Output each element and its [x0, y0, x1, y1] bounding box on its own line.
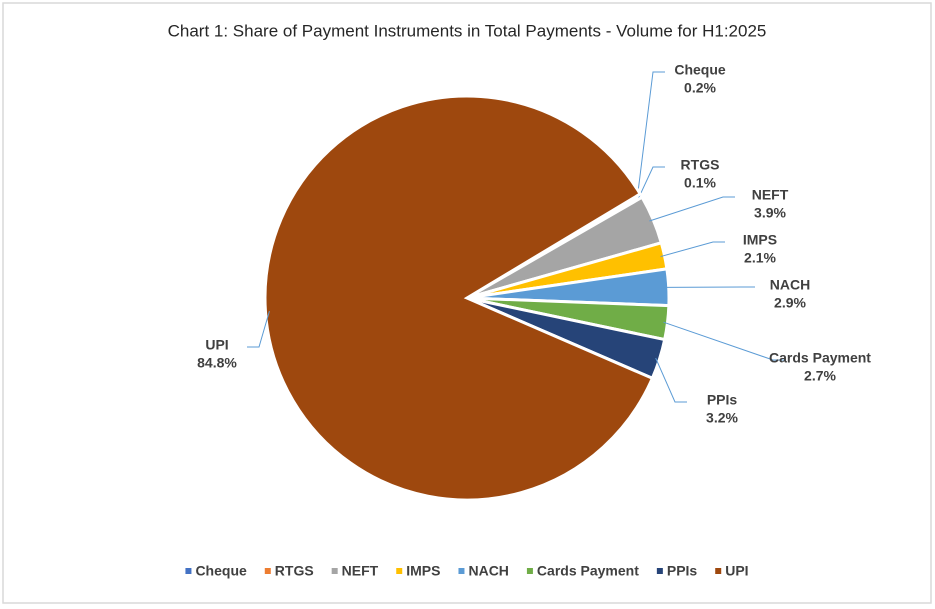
pie-slice: [263, 94, 655, 502]
legend-label: UPI: [725, 563, 748, 579]
legend-label: RTGS: [275, 563, 314, 579]
legend-marker: [458, 568, 465, 574]
legend-marker: [526, 568, 533, 574]
data-label-value: 3.2%: [706, 410, 738, 426]
legend-label: PPIs: [667, 563, 698, 579]
data-label-name: RTGS: [681, 157, 720, 173]
data-label-name: NACH: [770, 277, 810, 293]
legend-label: NACH: [468, 563, 508, 579]
legend-label: NEFT: [342, 563, 379, 579]
data-label-name: Cheque: [674, 62, 726, 78]
data-label-name: Cards Payment: [769, 350, 871, 366]
leader-line: [655, 357, 687, 403]
leader-line: [660, 241, 725, 258]
leader-line: [663, 321, 785, 361]
data-label-value: 3.9%: [754, 205, 786, 221]
legend-marker: [396, 568, 403, 574]
data-label-value: 2.1%: [744, 250, 776, 266]
data-label-value: 2.7%: [804, 368, 836, 384]
chart-title: Chart 1: Share of Payment Instruments in…: [168, 21, 767, 40]
legend-marker: [185, 568, 192, 574]
leader-line: [247, 310, 270, 348]
data-label-name: NEFT: [752, 187, 789, 203]
data-label-name: UPI: [205, 337, 228, 353]
legend-label: IMPS: [406, 563, 440, 579]
data-label-name: PPIs: [707, 392, 738, 408]
data-label-value: 0.1%: [684, 175, 716, 191]
legend-marker: [264, 568, 271, 574]
leader-line: [636, 71, 665, 198]
legend-marker: [656, 568, 663, 574]
data-label-value: 0.2%: [684, 80, 716, 96]
legend: Cheque RTGS NEFT IMPS NACH Cards Payment PPIs U…: [185, 563, 749, 579]
legend-marker: [715, 568, 722, 574]
legend-marker: [331, 568, 338, 574]
leader-line: [637, 166, 665, 199]
data-label-name: IMPS: [743, 232, 777, 248]
legend-label: Cheque: [195, 563, 247, 579]
leader-line: [649, 196, 735, 222]
legend-label: Cards Payment: [537, 563, 639, 579]
data-label-value: 84.8%: [197, 355, 237, 371]
data-label-value: 2.9%: [774, 295, 806, 311]
